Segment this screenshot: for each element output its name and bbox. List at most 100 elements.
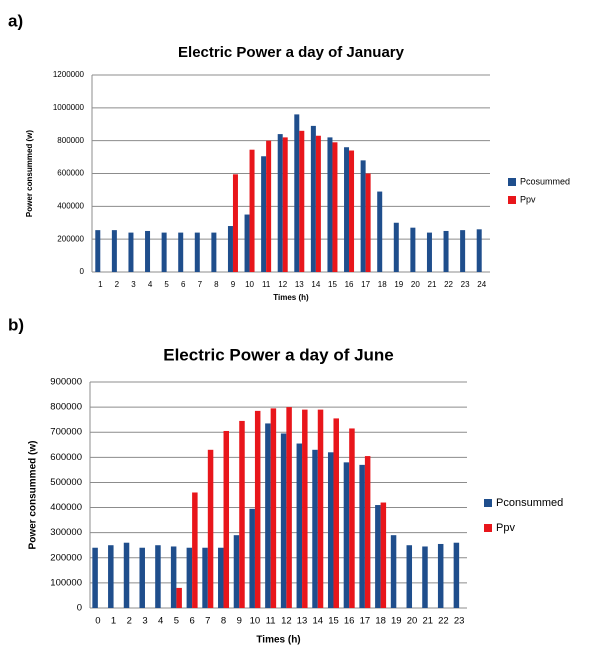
bar (460, 230, 466, 272)
x-tick-label: 7 (198, 280, 203, 289)
y-tick-label: 200000 (57, 234, 84, 243)
x-tick-label: 15 (328, 280, 337, 289)
bar (92, 547, 98, 608)
bar (186, 547, 193, 608)
bar (155, 545, 161, 608)
x-tick-label: 10 (250, 616, 261, 627)
bar (310, 125, 316, 273)
x-tick-label: 9 (231, 280, 236, 289)
bar (270, 408, 277, 608)
y-tick-label: 800000 (50, 402, 82, 413)
x-tick-label: 3 (131, 280, 136, 289)
y-axis-title: Power consummed (w) (28, 441, 39, 550)
y-tick-label: 1200000 (53, 70, 85, 79)
bar (443, 230, 449, 272)
x-tick-label: 2 (127, 616, 132, 627)
bar (312, 449, 318, 608)
y-tick-label: 900000 (50, 377, 82, 388)
bar (317, 409, 324, 608)
x-tick-label: 6 (189, 616, 194, 627)
bar (453, 542, 460, 608)
panel-label: a) (8, 11, 23, 30)
x-tick-label: 12 (281, 616, 292, 627)
legend-label: Pcosummed (520, 176, 570, 186)
legend-swatch (508, 178, 516, 186)
x-tick-label: 15 (328, 616, 339, 627)
bar (333, 418, 339, 608)
x-tick-label: 12 (278, 280, 287, 289)
bar (332, 142, 338, 272)
bar (108, 545, 114, 608)
x-tick-label: 5 (164, 280, 169, 289)
bar (426, 232, 432, 272)
bar (261, 156, 267, 272)
bar (139, 547, 145, 608)
y-tick-label: 1000000 (53, 103, 85, 112)
y-tick-label: 400000 (50, 502, 82, 513)
bar (294, 114, 300, 273)
y-tick-label: 0 (77, 603, 82, 614)
x-tick-label: 14 (312, 616, 323, 627)
bar (176, 587, 182, 608)
bar (280, 433, 287, 608)
x-tick-label: 0 (95, 616, 100, 627)
bar (192, 492, 198, 608)
x-tick-label: 20 (407, 616, 418, 627)
bar (327, 137, 333, 272)
bar (232, 174, 238, 272)
x-tick-label: 19 (391, 616, 402, 627)
x-tick-label: 18 (378, 280, 387, 289)
chart-title: Electric Power a day of January (178, 44, 405, 61)
y-tick-label: 0 (80, 267, 85, 276)
bar (393, 222, 399, 272)
bar (349, 428, 355, 608)
x-tick-label: 20 (411, 280, 420, 289)
x-tick-label: 23 (454, 616, 465, 627)
x-tick-label: 24 (477, 280, 486, 289)
bar (249, 149, 255, 272)
bar (95, 230, 101, 272)
y-tick-label: 400000 (57, 201, 84, 210)
chart-title: Electric Power a day of June (163, 345, 394, 364)
bar (265, 423, 271, 608)
x-tick-label: 4 (158, 616, 163, 627)
legend-swatch (484, 524, 492, 532)
x-tick-label: 4 (148, 280, 153, 289)
bar (128, 232, 134, 272)
bar (375, 505, 381, 608)
x-tick-label: 16 (344, 616, 355, 627)
x-tick-label: 10 (245, 280, 254, 289)
x-tick-label: 14 (311, 280, 320, 289)
bar (244, 214, 250, 272)
x-tick-label: 3 (142, 616, 147, 627)
bar (227, 226, 233, 272)
x-tick-label: 19 (394, 280, 403, 289)
bar (365, 173, 371, 272)
bar (360, 160, 366, 272)
x-tick-label: 11 (262, 280, 271, 289)
bar (249, 508, 255, 608)
bar (145, 230, 151, 272)
x-tick-label: 21 (422, 616, 433, 627)
bar (233, 535, 240, 608)
bar (380, 502, 387, 608)
x-axis-title: Times (h) (273, 293, 309, 302)
y-tick-label: 800000 (57, 136, 84, 145)
bar (390, 535, 397, 608)
y-tick-label: 700000 (50, 427, 82, 438)
bar (349, 150, 355, 272)
bar (178, 232, 184, 272)
bar (410, 227, 416, 272)
bar (223, 430, 230, 608)
y-tick-label: 600000 (57, 169, 84, 178)
bar (364, 456, 371, 608)
y-axis-title: Power consummed (w) (25, 130, 34, 217)
bar (422, 546, 428, 608)
bar (161, 232, 167, 272)
x-tick-label: 5 (174, 616, 179, 627)
bar (359, 464, 365, 608)
x-tick-label: 8 (221, 616, 226, 627)
panel-label: b) (8, 315, 24, 334)
bar (254, 410, 261, 608)
